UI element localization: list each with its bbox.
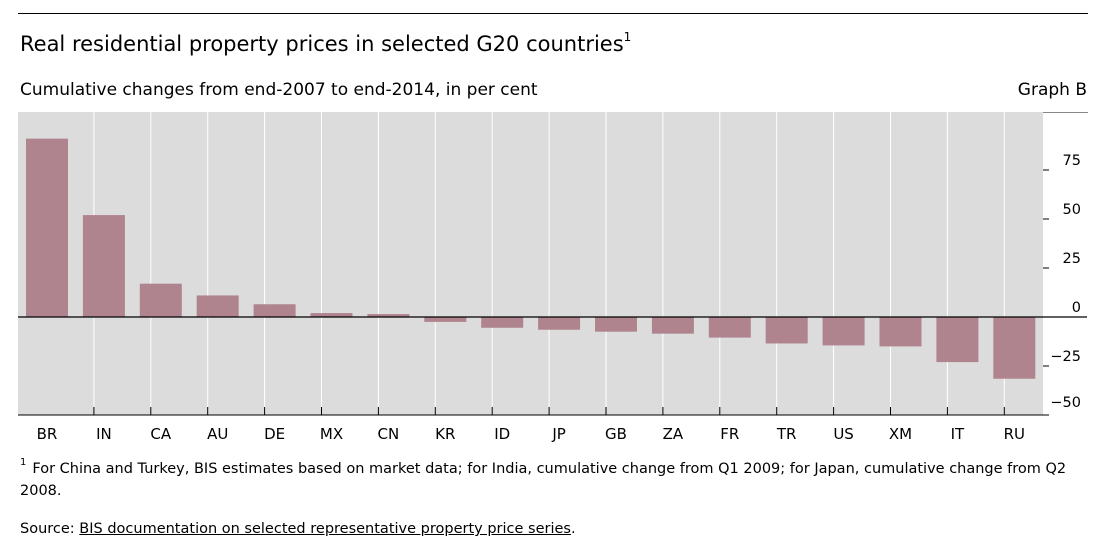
axis-labels: −50 −25 0 25 50 75 BR IN CA AU DE MX CN KR ID JP GB ZA FR T… xyxy=(37,153,1081,443)
category-label: US xyxy=(833,425,854,443)
bar-za xyxy=(651,317,694,334)
bar-tr xyxy=(765,317,808,344)
bar-ru xyxy=(993,317,1036,379)
bar-ca xyxy=(139,283,182,317)
category-label: TR xyxy=(776,425,797,443)
bar-br xyxy=(26,138,68,317)
top-rule xyxy=(18,13,1088,14)
y-tick-label: −50 xyxy=(1050,395,1081,411)
category-label: IT xyxy=(951,425,965,443)
y-tick-label: 50 xyxy=(1063,202,1081,218)
category-label: GB xyxy=(605,425,627,443)
bar-xm xyxy=(879,317,922,347)
y-tick-label: −25 xyxy=(1050,349,1081,365)
bar-in xyxy=(82,215,125,317)
plot-background xyxy=(18,112,1043,415)
bar-cn xyxy=(367,314,410,317)
bar-id xyxy=(481,317,524,328)
source-link[interactable]: BIS documentation on selected representa… xyxy=(79,521,571,537)
graph-label: Graph B xyxy=(1017,80,1087,100)
category-label: ID xyxy=(494,425,510,443)
source-suffix: . xyxy=(570,521,576,537)
bar-mx xyxy=(310,313,353,317)
bar-de xyxy=(253,304,296,317)
category-label: MX xyxy=(320,425,343,443)
bar-fr xyxy=(708,317,751,338)
category-label: ZA xyxy=(663,425,684,443)
category-label: RU xyxy=(1004,425,1025,443)
footnote-marker: 1 xyxy=(20,457,27,468)
bar-us xyxy=(822,317,865,346)
category-label: KR xyxy=(435,425,455,443)
bars xyxy=(26,138,1036,379)
chart-title: Real residential property prices in sele… xyxy=(20,30,632,56)
category-label: CA xyxy=(150,425,171,443)
title-footnote-marker: 1 xyxy=(623,30,632,44)
bar-jp xyxy=(538,317,581,330)
category-label: CN xyxy=(378,425,400,443)
source-line: Source: BIS documentation on selected re… xyxy=(20,521,576,537)
bar-kr xyxy=(424,317,467,322)
bar-it xyxy=(936,317,979,363)
category-label: JP xyxy=(551,425,565,443)
y-tick-label: 0 xyxy=(1072,300,1081,316)
category-label: AU xyxy=(207,425,228,443)
category-label: DE xyxy=(264,425,285,443)
y-tick-label: 25 xyxy=(1063,251,1081,267)
plot-area xyxy=(18,112,1043,415)
source-prefix: Source: xyxy=(20,521,80,537)
footnote-text: For China and Turkey, BIS estimates base… xyxy=(20,460,1067,499)
category-label: FR xyxy=(720,425,739,443)
category-label: XM xyxy=(889,425,912,443)
category-label: BR xyxy=(37,425,58,443)
footnote: 1 For China and Turkey, BIS estimates bas… xyxy=(20,454,1090,502)
bar-gb xyxy=(595,317,637,332)
bar-chart: −50 −25 0 25 50 75 BR IN CA AU DE MX CN KR ID JP GB ZA FR T… xyxy=(18,112,1087,443)
category-label: IN xyxy=(96,425,112,443)
chart-title-text: Real residential property prices in sele… xyxy=(20,32,624,56)
bar-au xyxy=(196,295,239,317)
grid-lines xyxy=(93,112,1005,415)
y-tick-label: 75 xyxy=(1063,153,1081,169)
chart-subtitle: Cumulative changes from end-2007 to end-… xyxy=(20,80,538,100)
axes xyxy=(18,169,1087,416)
